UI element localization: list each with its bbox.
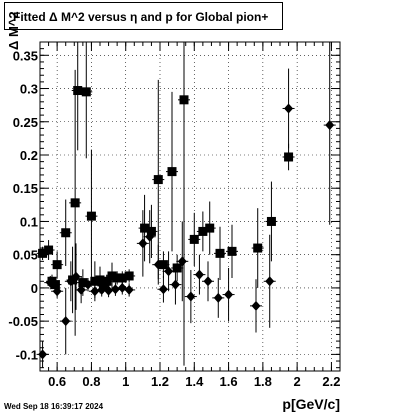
plot-frame (39, 41, 341, 372)
data-point-diamond (45, 277, 55, 288)
x-tick-label: 1.4 (185, 374, 204, 389)
data-point-diamond (224, 289, 234, 300)
data-point-square (189, 234, 199, 244)
data-point-diamond (325, 120, 335, 131)
data-point-diamond (153, 259, 163, 270)
data-point-square (146, 226, 156, 236)
data-point-diamond (110, 284, 120, 295)
timestamp: Wed Sep 18 16:39:17 2024 (4, 402, 104, 411)
data-point-square (112, 273, 122, 283)
data-point-square (227, 246, 237, 256)
x-tick-label: 2.2 (322, 374, 340, 389)
y-tick-label: 0.3 (20, 82, 38, 97)
data-point-square (78, 278, 88, 288)
data-point-diamond (83, 279, 93, 290)
x-tick-label: 0.8 (82, 374, 100, 389)
chart-title: Fitted Δ M^2 versus η and p for Global p… (4, 2, 283, 30)
data-point-square (95, 275, 105, 285)
y-tick-label: 0.25 (13, 115, 38, 130)
data-point-square (205, 223, 215, 233)
data-point-diamond (97, 284, 107, 295)
x-tick-label: 1 (122, 374, 129, 389)
x-tick-label: 1.8 (254, 374, 272, 389)
x-tick-label: 0.6 (48, 374, 66, 389)
data-point-square (158, 260, 168, 270)
data-point-square (117, 273, 127, 283)
x-tick-label: 2 (294, 374, 301, 389)
data-point-square (140, 223, 150, 233)
data-point-diamond (66, 276, 76, 287)
data-point-square (86, 211, 96, 221)
data-point-square (266, 216, 276, 226)
data-point-diamond (186, 291, 196, 302)
y-axis-label: Δ M^2 (6, 11, 21, 50)
data-point-square (153, 175, 163, 185)
x-axis-label: p[GeV/c] (282, 396, 340, 412)
data-point-diamond (90, 286, 100, 297)
y-tick-label: 0.15 (13, 181, 38, 196)
data-point-square (167, 167, 177, 177)
data-point-square (44, 245, 54, 255)
data-point-diamond (76, 284, 86, 295)
data-point-square (70, 198, 80, 208)
data-point-diamond (213, 292, 223, 303)
data-point-diamond (52, 286, 62, 297)
data-point-square (172, 263, 182, 273)
data-point-diamond (251, 300, 261, 311)
data-point-square (179, 95, 189, 105)
tick-labels: 0.6 0.8 1 1.2 1.4 1.6 1.8 2 2.2 -0.1 -0.05 0 0.05 0.1… (8, 48, 340, 389)
markers (38, 86, 335, 360)
data-point-square (253, 243, 263, 253)
data-point-diamond (138, 238, 148, 249)
data-point-diamond (284, 103, 294, 114)
data-point-diamond (265, 276, 275, 287)
x-tick-label: 1.2 (151, 374, 169, 389)
y-tick-label: 0 (31, 281, 38, 296)
data-point-square (90, 276, 100, 286)
data-point-square (52, 260, 62, 270)
data-point-diamond (158, 284, 168, 295)
data-point-square (81, 87, 91, 97)
data-point-square (50, 280, 60, 290)
y-tick-label: -0.05 (8, 314, 38, 329)
data-point-diamond (71, 271, 81, 282)
data-point-square (198, 226, 208, 236)
data-point-diamond (117, 282, 127, 293)
data-point-square (98, 281, 108, 291)
data-point-diamond (164, 266, 174, 277)
data-point-diamond (124, 284, 134, 295)
data-point-square (107, 271, 117, 281)
x-tick-label: 1.6 (220, 374, 238, 389)
data-point-square (61, 228, 71, 238)
y-tick-label: -0.1 (16, 347, 38, 362)
data-point-square (215, 248, 225, 258)
data-point-square (73, 86, 83, 96)
data-point-square (102, 276, 112, 286)
data-point-diamond (203, 276, 213, 287)
data-point-diamond (104, 285, 114, 296)
data-point-square (38, 248, 48, 258)
data-point-diamond (177, 256, 187, 267)
axis-ticks (39, 42, 341, 371)
data-point-square (124, 271, 134, 281)
y-tick-label: 0.1 (20, 214, 38, 229)
data-point-diamond (170, 279, 180, 290)
y-tick-label: 0.35 (13, 48, 38, 63)
data-point-square (284, 152, 294, 162)
y-tick-label: 0.05 (13, 248, 38, 263)
data-point-diamond (194, 269, 204, 280)
y-tick-label: 0.2 (20, 148, 38, 163)
data-point-diamond (145, 231, 155, 242)
data-point-diamond (61, 316, 71, 327)
